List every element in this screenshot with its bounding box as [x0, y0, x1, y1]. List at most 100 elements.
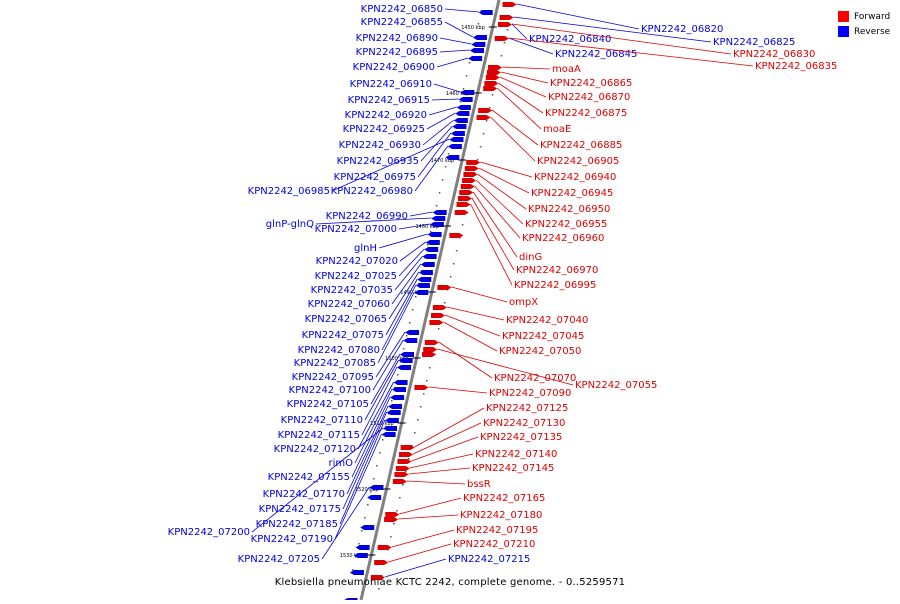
- reverse-gene-label: KPN2242_06975: [334, 172, 416, 183]
- legend-forward-label: Forward: [854, 11, 891, 22]
- reverse-gene-label: KPN2242_07110: [281, 415, 363, 426]
- reverse-gene-feature: [468, 56, 483, 61]
- axis-dot: [426, 244, 429, 246]
- axis-dot: [476, 159, 479, 161]
- forward-gene-label: KPN2242_07130: [483, 418, 565, 429]
- reverse-gene-label: KPN2242_06890: [356, 33, 438, 44]
- axis-dot: [444, 166, 447, 168]
- reverse-gene-label: KPN2242_07175: [259, 504, 341, 515]
- forward-gene-label: moaA: [552, 64, 581, 75]
- forward-gene-label: KPN2242_07145: [472, 463, 554, 474]
- axis-tick-label: 1450 kbp: [461, 25, 485, 31]
- reverse-gene-label: glnH: [354, 243, 377, 254]
- forward-gene-feature: [478, 108, 493, 113]
- axis-dot: [379, 452, 381, 454]
- forward-gene-label: KPN2242_07210: [453, 539, 535, 550]
- reverse-gene-label: KPN2242_07205: [238, 554, 320, 565]
- forward-gene-label: KPN2242_06905: [537, 156, 619, 167]
- reverse-gene-feature: [417, 277, 432, 282]
- forward-leader-line: [428, 386, 488, 394]
- reverse-leader-line: [378, 233, 428, 249]
- reverse-gene-feature: [393, 380, 408, 385]
- reverse-gene-label: KPN2242_07100: [289, 385, 371, 396]
- reverse-gene-label: KPN2242_06850: [361, 4, 443, 15]
- legend: Forward Reverse: [838, 9, 890, 39]
- reverse-gene-feature: [420, 262, 435, 267]
- forward-gene-feature: [466, 160, 481, 165]
- genome-axis: [359, 0, 501, 601]
- reverse-gene-label: KPN2242_06930: [339, 140, 421, 151]
- reverse-gene-label: glnP-glnQ: [266, 219, 314, 230]
- reverse-gene-feature: [405, 330, 420, 335]
- forward-leader-line: [414, 407, 485, 448]
- reverse-gene-label: KPN2242_07075: [302, 330, 384, 341]
- axis-dot: [465, 75, 468, 77]
- reverse-gene-feature: [455, 111, 470, 116]
- forward-leader-line: [477, 173, 527, 210]
- forward-gene-feature: [370, 575, 385, 580]
- reverse-leader-line: [370, 353, 401, 405]
- forward-leader-line: [478, 167, 530, 194]
- axis-dot: [402, 348, 405, 350]
- axis-dot: [402, 484, 404, 486]
- axis-dot: [422, 393, 425, 395]
- axis-dot: [364, 517, 366, 519]
- reverse-leader-line: [444, 8, 479, 13]
- axis-dot: [349, 582, 351, 584]
- axis-dot: [396, 374, 399, 376]
- reverse-gene-label: KPN2242_07060: [308, 299, 390, 310]
- reverse-gene-feature: [422, 254, 437, 259]
- axis-dot: [479, 146, 482, 148]
- forward-gene-label: KPN2242_06950: [528, 204, 610, 215]
- reverse-leader-line: [439, 49, 470, 53]
- legend-forward-swatch: [838, 11, 849, 22]
- forward-gene-feature: [454, 210, 469, 215]
- axis-dot: [503, 42, 506, 44]
- forward-leader-line: [443, 321, 498, 352]
- reverse-leader-line: [426, 112, 456, 130]
- forward-leader-line: [480, 161, 533, 178]
- axis-dot: [461, 224, 464, 226]
- reverse-gene-label: KPN2242_07035: [311, 285, 393, 296]
- forward-gene-label: KPN2242_07045: [502, 331, 584, 342]
- axis-dot: [420, 406, 422, 408]
- reverse-leader-line: [375, 331, 406, 378]
- axis-dot: [435, 205, 438, 207]
- reverse-leader-line: [417, 132, 452, 178]
- forward-leader-line: [491, 109, 539, 146]
- forward-gene-label: KPN2242_06960: [522, 233, 604, 244]
- forward-leader-line: [399, 497, 462, 515]
- reverse-gene-label: KPN2242_07190: [251, 534, 333, 545]
- forward-gene-feature: [395, 466, 410, 471]
- axis-dot: [500, 55, 503, 57]
- reverse-gene-feature: [367, 495, 382, 500]
- forward-gene-label: KPN2242_06995: [514, 280, 596, 291]
- reverse-gene-feature: [447, 144, 462, 149]
- axis-dot: [405, 335, 408, 337]
- forward-gene-label: KPN2242_06845: [555, 49, 637, 60]
- forward-gene-feature: [437, 285, 452, 290]
- forward-gene-label: KPN2242_07135: [480, 432, 562, 443]
- reverse-leader-line: [381, 284, 417, 351]
- forward-leader-line: [513, 16, 712, 43]
- forward-gene-feature: [460, 184, 475, 189]
- forward-gene-label: KPN2242_06970: [516, 265, 598, 276]
- reverse-gene-feature: [460, 90, 475, 95]
- reverse-gene-label: KPN2242_07170: [263, 489, 345, 500]
- genome-caption: Klebsiella pneumoniae KCTC 2242, complet…: [274, 577, 626, 588]
- reverse-gene-label: KPN2242_07080: [298, 345, 380, 356]
- reverse-gene-feature: [349, 570, 364, 575]
- forward-leader-line: [412, 422, 482, 455]
- axis-dot: [420, 270, 423, 272]
- axis-dot: [443, 302, 446, 304]
- forward-gene-feature: [462, 178, 477, 183]
- reverse-leader-line: [357, 381, 394, 450]
- axis-dot: [452, 263, 455, 265]
- forward-leader-line: [470, 203, 513, 286]
- forward-leader-line: [398, 514, 459, 520]
- axis-dot: [382, 439, 384, 441]
- forward-gene-feature: [385, 512, 400, 517]
- reverse-gene-label: KPN2242_07065: [305, 314, 387, 325]
- axis-dot: [447, 153, 450, 155]
- axis-tick-label: 1460 kbp: [446, 91, 470, 97]
